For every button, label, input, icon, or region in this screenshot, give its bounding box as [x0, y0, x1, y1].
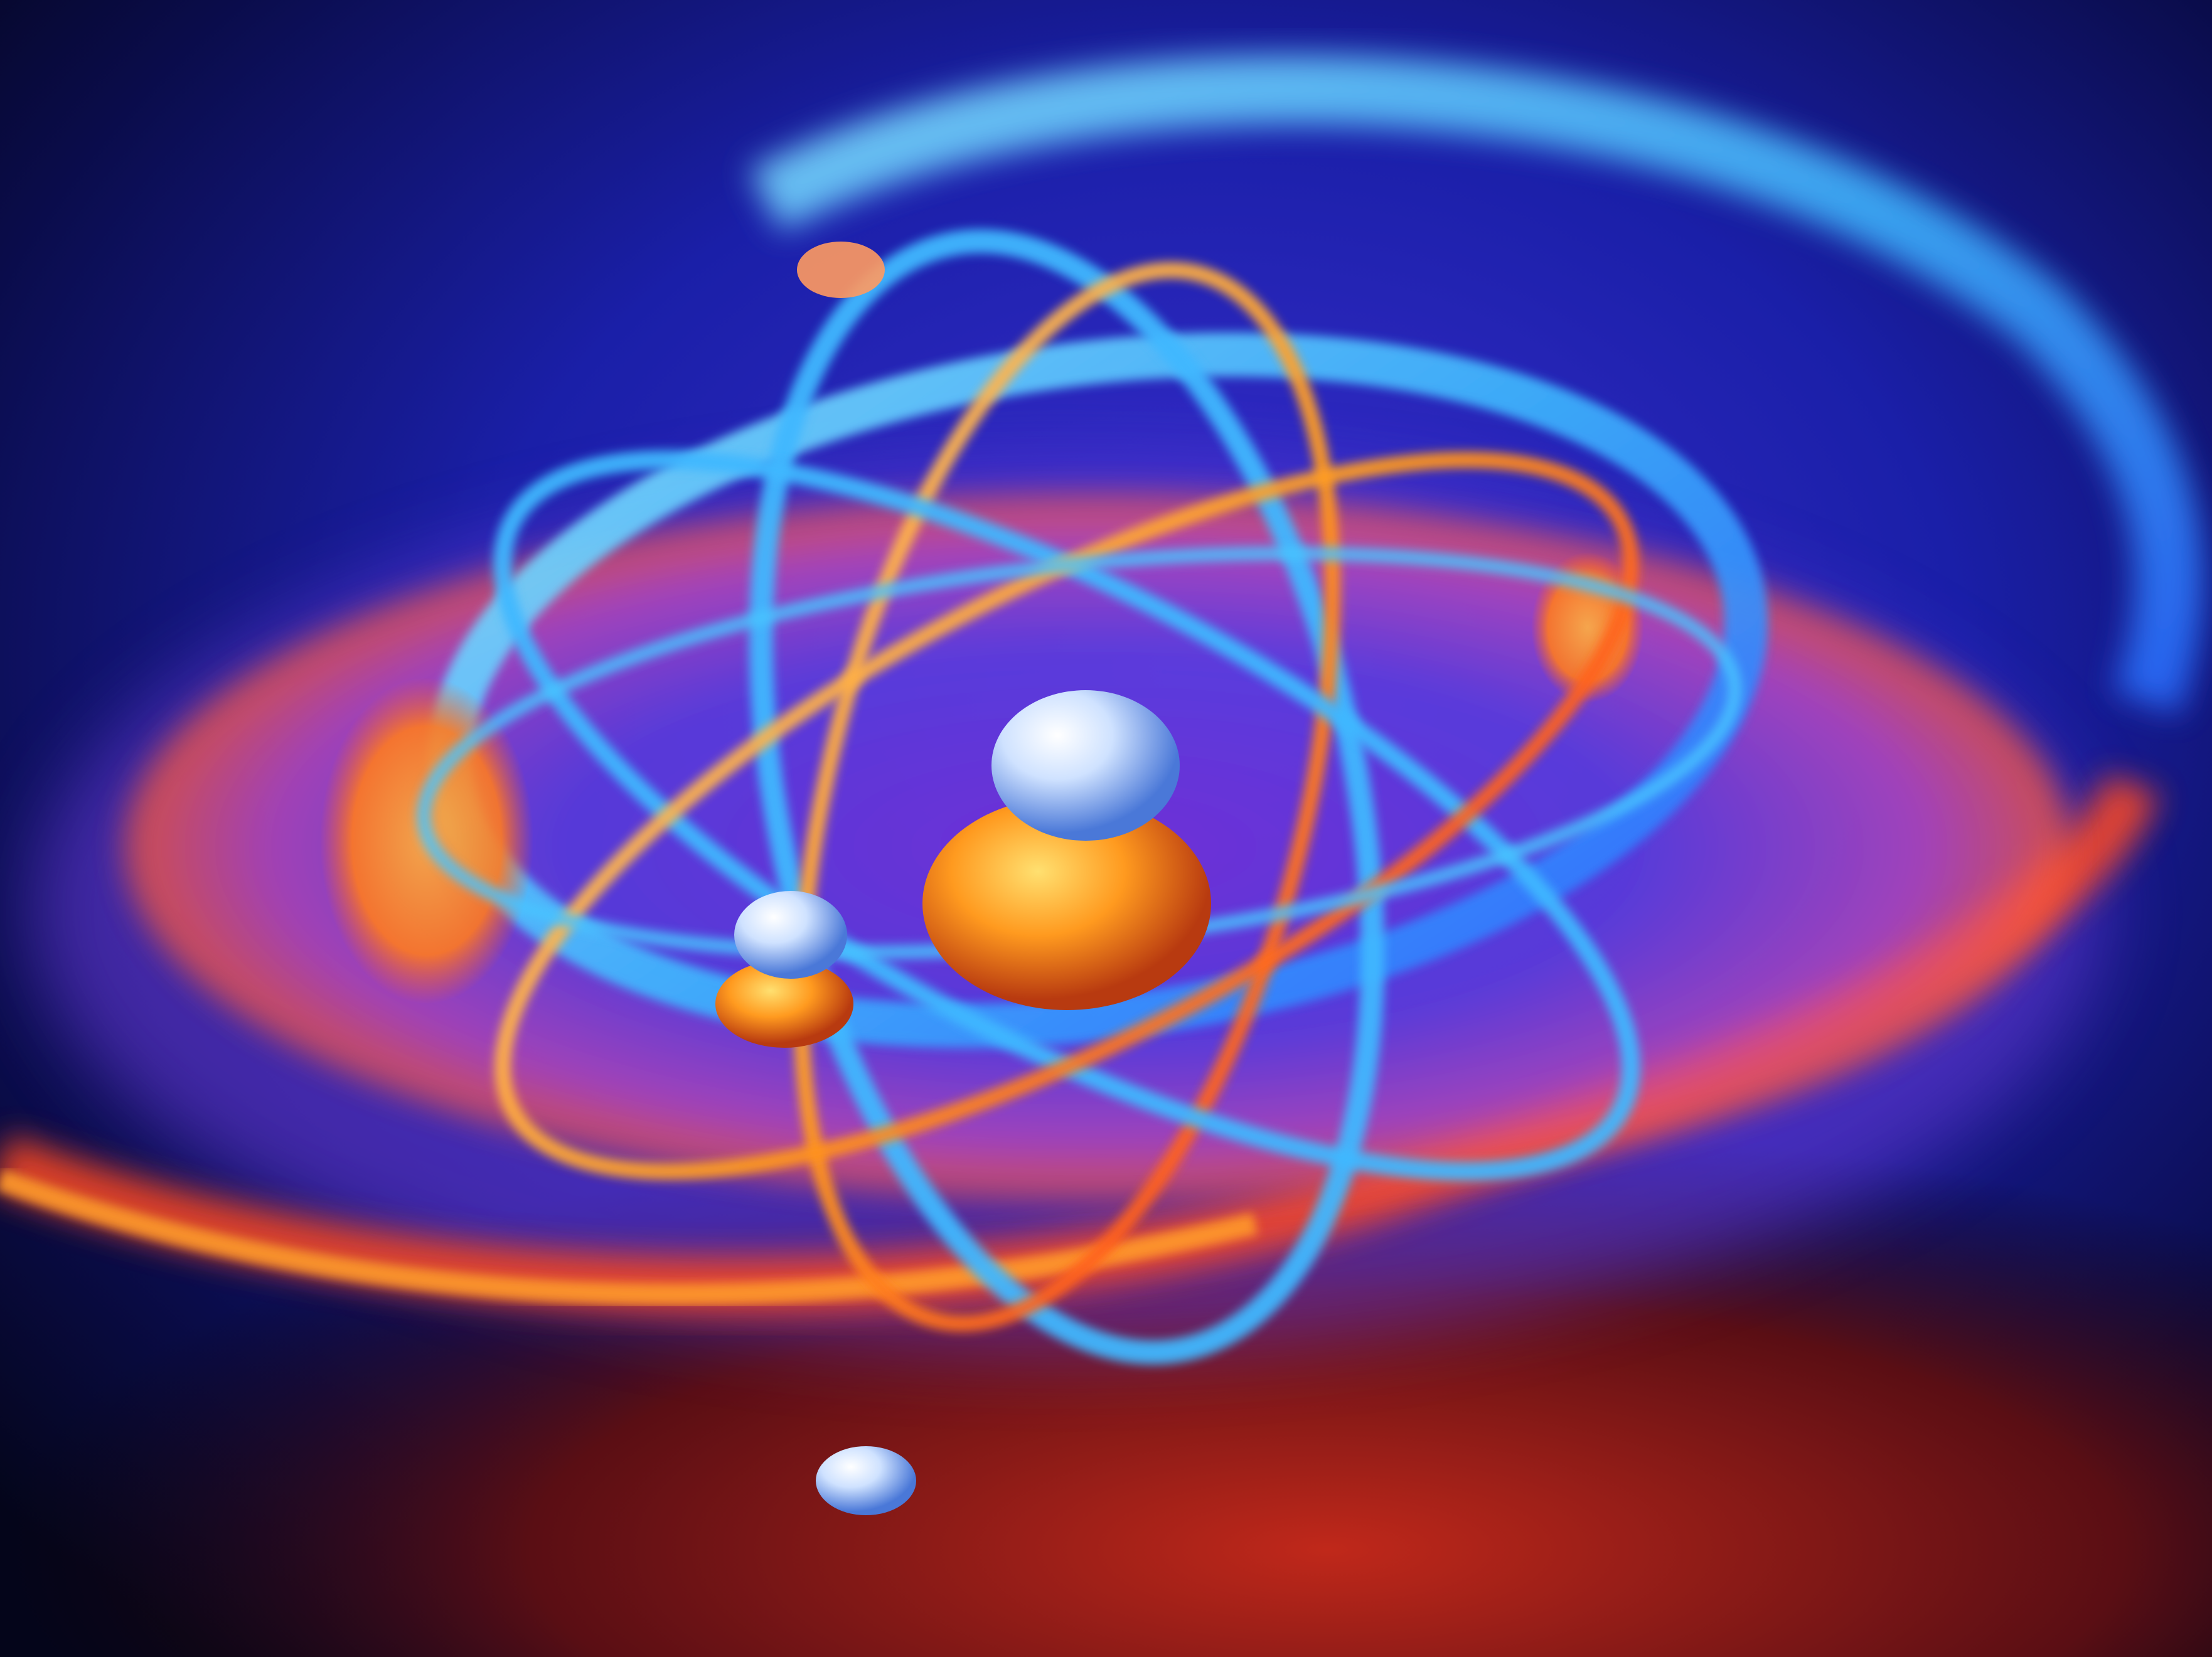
- orange-swirl-band: [0, 1169, 1258, 1306]
- orbits: [417, 229, 1742, 1365]
- nucleus-core: [922, 797, 1211, 1010]
- nucleus-lower-sphere: [715, 960, 853, 1048]
- orbit-diagonal-orange: [494, 452, 1639, 1180]
- electron-top: [797, 242, 885, 298]
- orbit-vertical-cyan: [749, 229, 1385, 1365]
- electron-left: [734, 891, 847, 979]
- orbit-vertical-orange: [793, 262, 1341, 1332]
- upper-cyan-band: [749, 55, 2204, 715]
- electron-bottom: [816, 1446, 916, 1515]
- orbit-diagonal-cyan: [493, 450, 1640, 1181]
- electrons: [734, 242, 916, 1515]
- nucleus: [715, 690, 1211, 1048]
- nucleus-top-sphere: [991, 690, 1180, 841]
